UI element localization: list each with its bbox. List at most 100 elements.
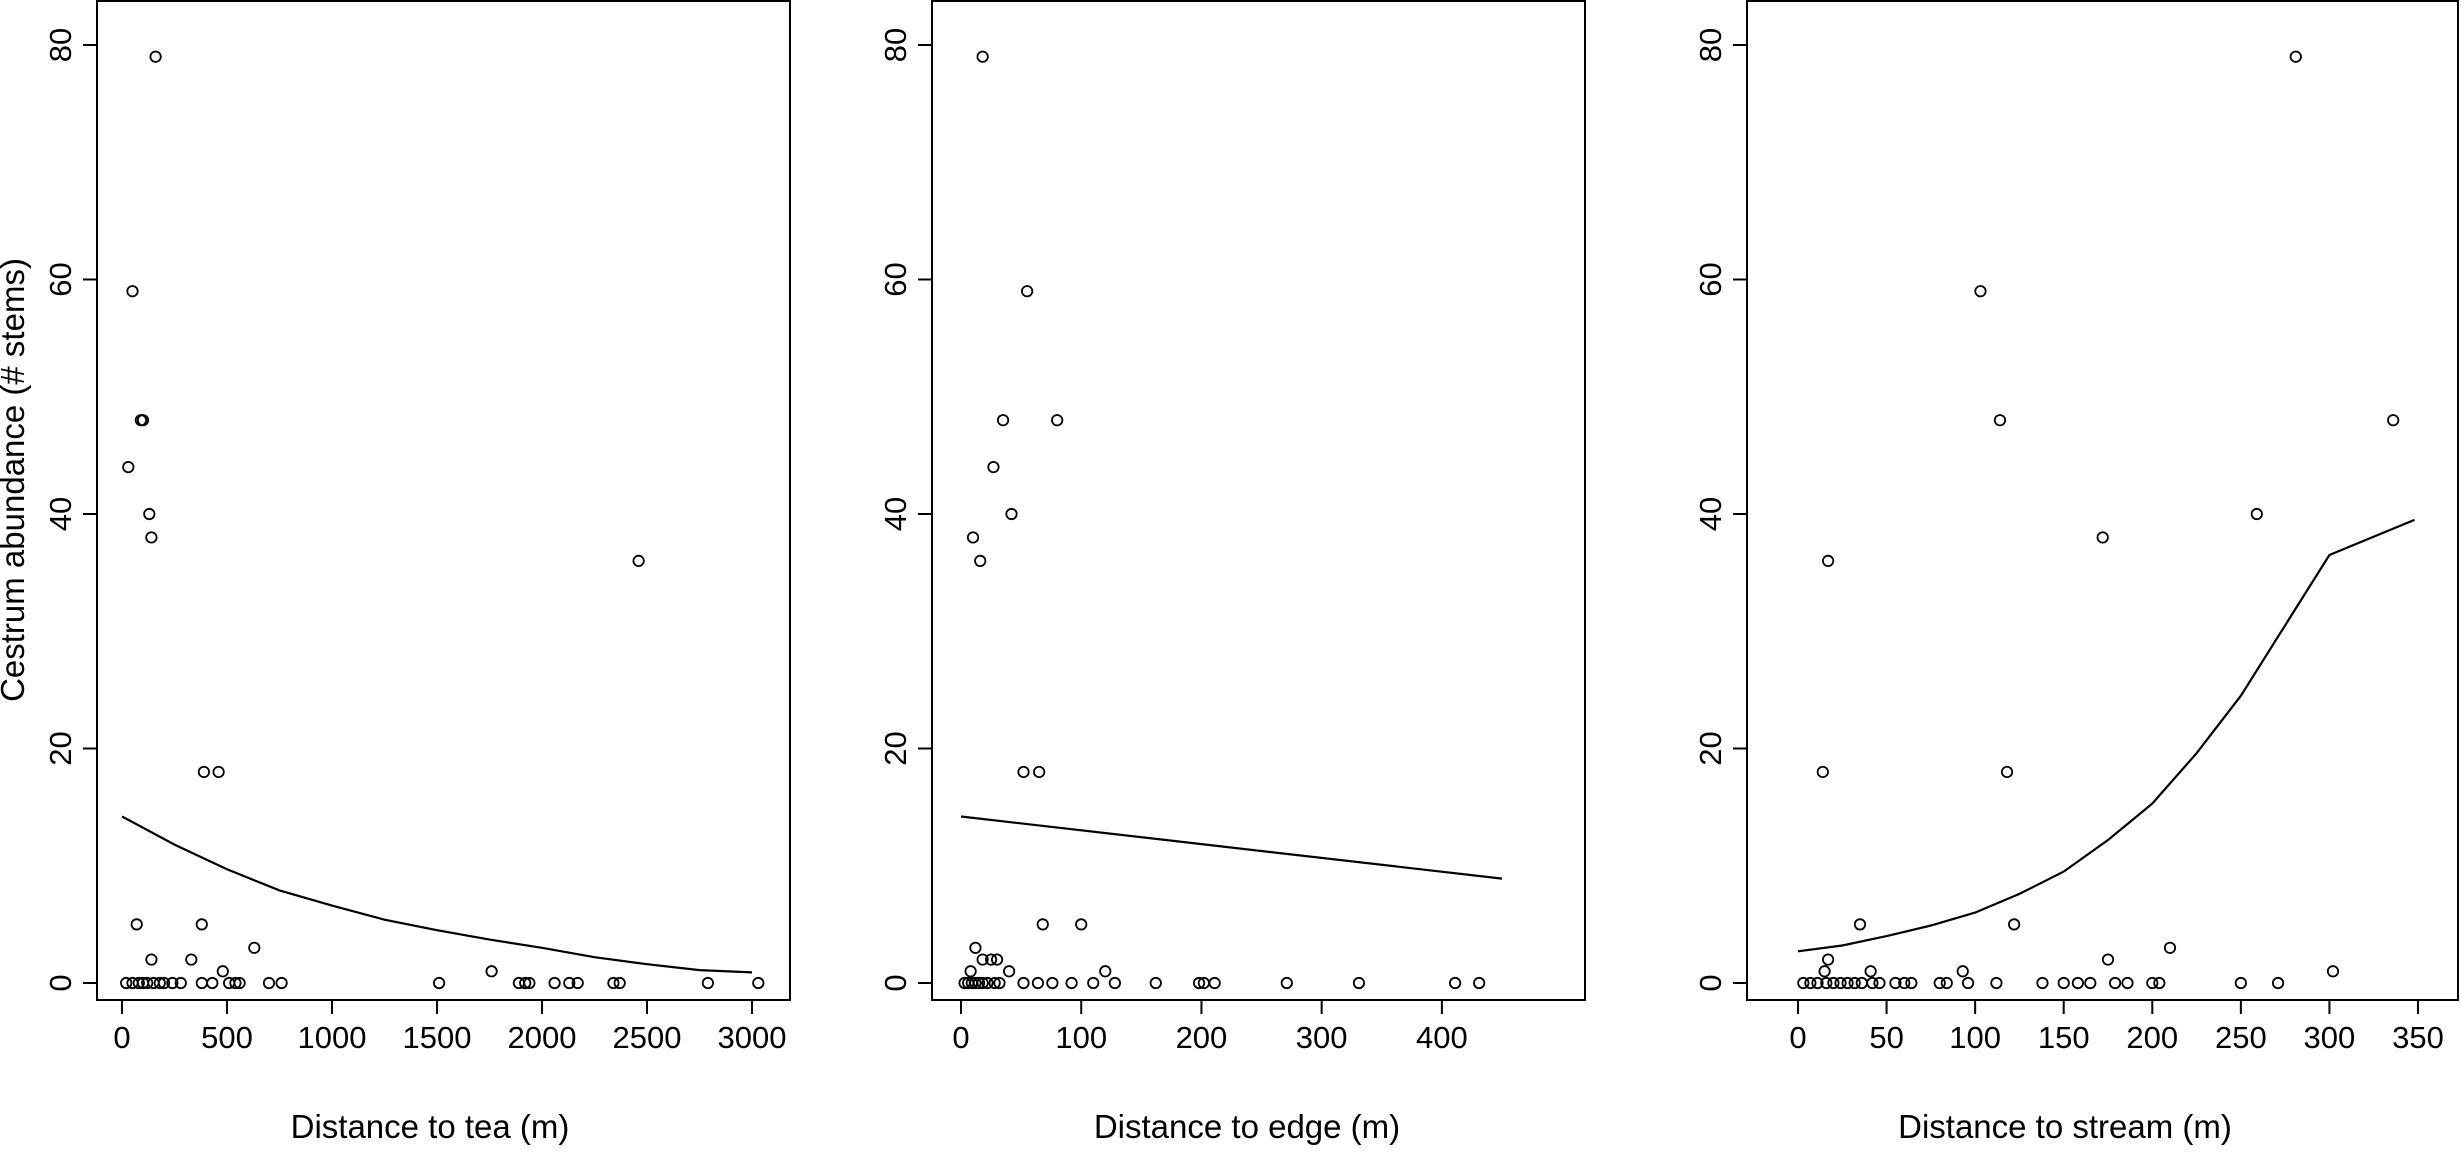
data-point	[976, 976, 989, 990]
x-tick-label: 2000	[508, 1020, 577, 1055]
fit-line	[1797, 518, 2415, 953]
data-point	[2326, 965, 2340, 978]
data-point	[229, 976, 242, 990]
data-point	[1208, 976, 1221, 990]
data-point	[1956, 965, 1969, 978]
data-point	[120, 976, 133, 990]
data-point	[2096, 531, 2109, 544]
data-point	[216, 965, 229, 978]
data-point	[613, 976, 626, 990]
y-tick-label: 80	[1693, 28, 1728, 62]
data-point	[2153, 976, 2166, 990]
x-tick-label: 0	[113, 1020, 130, 1055]
data-point	[166, 976, 179, 990]
data-point	[1449, 976, 1462, 990]
x-tick-label: 500	[201, 1020, 253, 1055]
y-tick-label: 0	[43, 974, 78, 991]
data-point	[976, 953, 989, 966]
data-point	[1940, 976, 1953, 990]
data-point	[2387, 414, 2400, 427]
data-point	[1797, 976, 1810, 990]
data-point	[1864, 965, 1877, 978]
panel-distance-to-tea: 0 500 1000 1500 2000 2500 3000 0 20 40 60 80	[43, 0, 791, 1055]
data-point	[174, 976, 187, 990]
data-point	[990, 953, 1004, 966]
data-point	[195, 918, 208, 931]
data-point	[1816, 765, 1829, 779]
data-point	[2108, 976, 2122, 990]
data-point	[195, 976, 208, 990]
plot-frame	[931, 0, 1586, 1001]
data-point	[981, 976, 994, 990]
data-point	[145, 531, 158, 544]
data-point	[2121, 976, 2134, 990]
data-point	[969, 941, 982, 954]
data-point	[197, 765, 210, 779]
data-point	[1993, 414, 2007, 427]
data-point	[122, 460, 135, 474]
data-point	[1889, 976, 1902, 990]
data-point	[1280, 976, 1293, 990]
data-point	[607, 976, 620, 990]
panel-distance-to-edge: 0 100 200 300 400 0 20 40 60 80	[878, 0, 1586, 1055]
data-point	[1866, 976, 1879, 990]
data-point	[130, 918, 143, 931]
data-point	[275, 976, 288, 990]
fit-line	[960, 815, 1503, 880]
data-point	[206, 976, 219, 990]
data-point	[185, 953, 198, 966]
data-point	[632, 554, 645, 568]
data-point	[548, 976, 561, 990]
x-axis-label-stream: Distance to stream (m)	[1898, 1108, 2232, 1145]
data-point	[2084, 976, 2097, 990]
y-axis-label: Cestrum abundance (# stems)	[0, 258, 31, 702]
data-point	[523, 976, 536, 990]
data-point	[2234, 976, 2247, 990]
data-point	[132, 976, 145, 990]
data-point	[1873, 976, 1886, 990]
data-point	[2101, 953, 2115, 966]
data-point	[1834, 976, 1847, 990]
data-point	[2071, 976, 2084, 990]
data-point	[1099, 965, 1112, 978]
data-point	[1827, 976, 1840, 990]
data-point	[2000, 765, 2014, 779]
data-point	[1192, 976, 1206, 990]
data-point	[1473, 976, 1486, 990]
data-point	[1811, 976, 1824, 990]
data-point	[563, 976, 576, 990]
data-point	[233, 976, 246, 990]
data-point	[136, 414, 150, 427]
data-point	[996, 414, 1010, 427]
x-tick-label: 250	[2215, 1020, 2267, 1055]
data-point	[1961, 976, 1975, 990]
y-tick-label: 0	[878, 974, 913, 991]
data-point	[248, 941, 261, 954]
data-point	[1820, 976, 1833, 990]
y-tick-label: 20	[878, 731, 913, 765]
x-tick-label: 150	[2038, 1020, 2090, 1055]
plot-frame	[1746, 0, 2459, 1001]
data-point	[1855, 976, 1868, 990]
data-point	[1033, 765, 1046, 779]
x-tick-label: 2500	[613, 1020, 682, 1055]
data-point	[2146, 976, 2159, 990]
data-point	[1108, 976, 1121, 990]
data-point	[1005, 507, 1018, 521]
y-tick-label: 80	[43, 28, 78, 62]
data-point	[2008, 918, 2021, 931]
x-tick-label: 400	[1416, 1020, 1468, 1055]
data-point	[519, 976, 532, 990]
data-point	[1841, 976, 1854, 990]
data-point	[2163, 941, 2177, 954]
data-point	[1036, 918, 1049, 931]
data-point	[571, 976, 584, 990]
data-point	[701, 976, 715, 990]
data-point	[485, 965, 498, 978]
data-point	[1898, 976, 1911, 990]
data-point	[976, 50, 989, 63]
y-tick-label: 40	[1693, 497, 1728, 531]
data-point	[972, 976, 986, 990]
data-point	[2036, 976, 2049, 990]
y-tick-label: 40	[878, 497, 913, 531]
